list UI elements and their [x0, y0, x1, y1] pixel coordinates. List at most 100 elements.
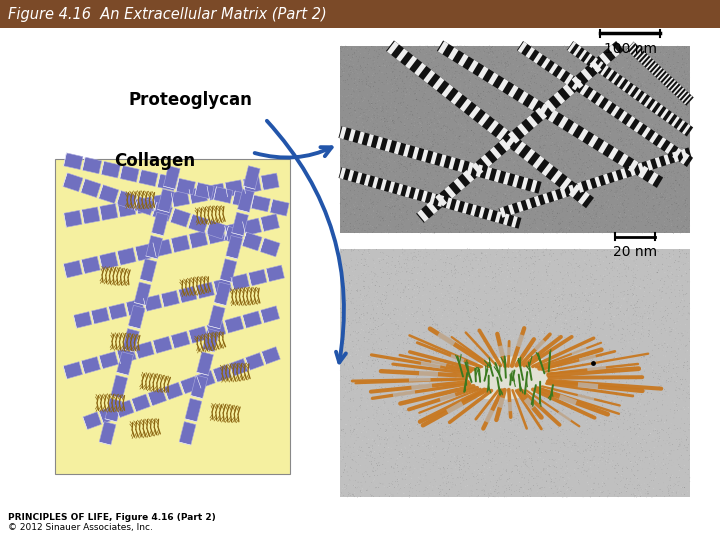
Point	[652, 152, 663, 161]
Point	[621, 378, 632, 387]
Point	[678, 172, 690, 180]
Point	[335, 305, 346, 313]
Point	[570, 184, 582, 193]
Point	[438, 125, 450, 134]
Point	[596, 184, 608, 192]
Point	[474, 309, 485, 318]
Point	[487, 51, 499, 60]
Point	[372, 317, 383, 326]
Point	[336, 361, 347, 370]
Point	[629, 111, 641, 120]
Point	[617, 192, 629, 201]
Point	[529, 178, 541, 186]
Point	[354, 375, 365, 384]
Point	[675, 90, 687, 99]
Point	[446, 366, 458, 375]
Point	[617, 82, 629, 90]
Point	[534, 55, 546, 63]
Point	[681, 289, 693, 298]
Point	[621, 166, 632, 174]
Point	[553, 363, 564, 372]
Point	[412, 150, 423, 159]
Point	[589, 44, 600, 52]
Point	[479, 78, 490, 86]
Point	[356, 341, 367, 350]
Point	[440, 375, 451, 383]
Point	[570, 66, 582, 75]
Point	[523, 453, 534, 461]
Point	[522, 368, 534, 376]
Point	[470, 416, 482, 424]
Point	[536, 193, 548, 201]
Point	[486, 49, 498, 57]
Point	[454, 171, 465, 179]
Point	[527, 174, 539, 183]
Point	[499, 362, 510, 371]
Point	[472, 457, 483, 466]
Point	[359, 194, 371, 203]
Point	[570, 335, 581, 344]
Point	[570, 184, 582, 193]
Point	[381, 146, 392, 155]
Point	[359, 346, 371, 354]
Point	[574, 461, 585, 469]
Point	[542, 321, 554, 329]
Point	[670, 108, 682, 117]
Point	[348, 87, 360, 96]
Point	[502, 59, 513, 68]
Point	[415, 133, 427, 141]
Point	[410, 95, 422, 104]
Point	[387, 200, 399, 209]
Point	[608, 48, 619, 57]
Point	[427, 107, 438, 116]
Point	[593, 330, 604, 339]
Point	[591, 42, 603, 51]
Point	[368, 180, 379, 189]
Point	[364, 127, 375, 136]
Point	[429, 343, 441, 352]
Point	[598, 191, 609, 200]
Point	[511, 444, 523, 453]
Point	[572, 262, 584, 271]
Point	[572, 457, 583, 466]
Point	[634, 89, 645, 98]
Point	[575, 247, 587, 255]
Point	[656, 209, 667, 218]
Point	[343, 64, 355, 72]
Point	[616, 156, 627, 164]
Point	[629, 306, 640, 315]
Point	[510, 66, 522, 75]
Point	[548, 172, 559, 180]
Point	[661, 162, 672, 171]
Point	[579, 118, 590, 126]
Point	[676, 47, 688, 56]
Point	[614, 372, 626, 380]
Point	[581, 116, 593, 124]
Point	[338, 440, 349, 448]
Polygon shape	[396, 48, 408, 62]
Point	[462, 150, 474, 159]
Point	[522, 286, 534, 294]
Point	[494, 211, 505, 219]
Point	[654, 227, 665, 235]
Point	[681, 212, 693, 221]
Point	[379, 148, 390, 157]
Point	[613, 124, 625, 132]
Point	[539, 147, 551, 156]
Point	[348, 397, 359, 406]
Point	[570, 204, 581, 213]
Point	[652, 211, 663, 220]
Point	[360, 74, 372, 83]
Point	[564, 143, 576, 152]
Point	[613, 438, 624, 447]
Point	[418, 402, 429, 410]
Point	[639, 158, 651, 167]
Point	[465, 202, 477, 211]
Point	[459, 205, 470, 213]
Point	[374, 66, 386, 75]
Point	[506, 219, 518, 227]
Point	[578, 292, 590, 300]
Point	[446, 136, 457, 144]
Point	[348, 431, 360, 440]
Point	[432, 195, 444, 204]
